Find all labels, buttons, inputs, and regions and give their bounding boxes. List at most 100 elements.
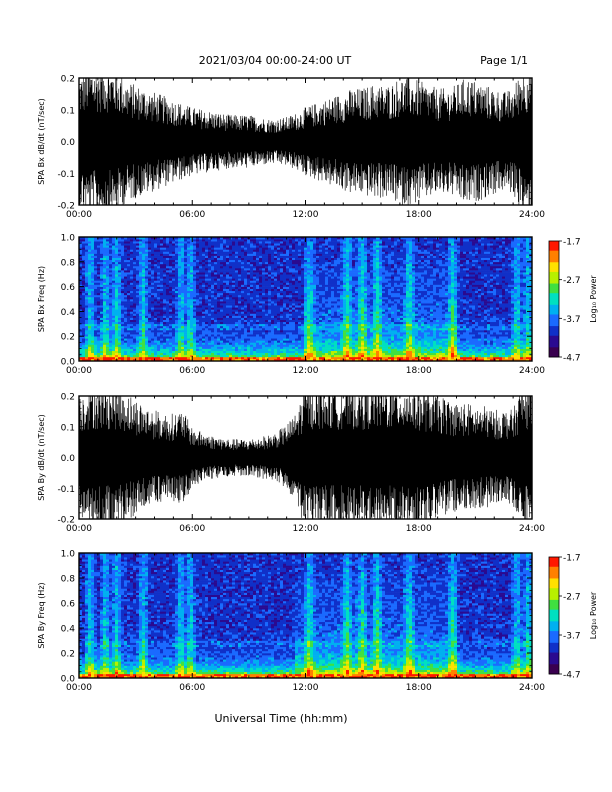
spectrogram-cell — [253, 272, 256, 274]
spectrogram-cell — [115, 353, 118, 355]
spectrogram-cell — [259, 307, 262, 309]
spectrogram-cell — [172, 313, 175, 315]
spectrogram-cell — [196, 344, 199, 346]
spectrogram-cell — [265, 307, 268, 309]
spectrogram-cell — [88, 324, 91, 326]
spectrogram-cell — [121, 241, 124, 243]
spectrogram-cell — [265, 347, 268, 349]
spectrogram-cell — [205, 245, 208, 247]
spectrogram-cell — [202, 347, 205, 349]
spectrogram-cell — [256, 326, 259, 328]
spectrogram-cell — [316, 307, 319, 309]
spectrogram-cell — [241, 247, 244, 249]
spectrogram-cell — [118, 260, 121, 262]
spectrogram-cell — [274, 303, 277, 305]
spectrogram-cell — [313, 256, 316, 258]
spectrogram-cell — [169, 285, 172, 287]
spectrogram-cell — [127, 313, 130, 315]
spectrogram-cell — [202, 299, 205, 301]
spectrogram-cell — [232, 256, 235, 258]
panel-1: 00:00 06:00 12:00 18:00 24:00-0.2-0.10.00.10… — [37, 66, 545, 220]
spectrogram-cell — [184, 322, 187, 324]
spectrogram-cell — [115, 251, 118, 253]
spectrogram-cell — [142, 338, 145, 340]
spectrogram-cell — [124, 357, 127, 359]
spectrogram-cell — [193, 297, 196, 299]
spectrogram-cell — [241, 268, 244, 270]
spectrogram-cell — [199, 247, 202, 249]
spectrogram-cell — [232, 309, 235, 311]
spectrogram-cell — [211, 264, 214, 266]
spectrogram-cell — [112, 251, 115, 253]
spectrogram-cell — [277, 353, 280, 355]
spectrogram-cell — [316, 260, 319, 262]
spectrogram-cell — [223, 338, 226, 340]
spectrogram-cell — [199, 262, 202, 264]
spectrogram-cell — [301, 313, 304, 315]
spectrogram-cell — [82, 274, 85, 276]
spectrogram-cell — [145, 272, 148, 274]
spectrogram-cell — [139, 280, 142, 282]
spectrogram-cell — [100, 316, 103, 318]
spectrogram-cell — [292, 282, 295, 284]
spectrogram-cell — [271, 299, 274, 301]
spectrogram-cell — [217, 307, 220, 309]
spectrogram-cell — [283, 299, 286, 301]
spectrogram-cell — [238, 330, 241, 332]
spectrogram-cell — [178, 276, 181, 278]
spectrogram-cell — [235, 291, 238, 293]
spectrogram-cell — [268, 293, 271, 295]
spectrogram-cell — [157, 326, 160, 328]
spectrogram-cell — [91, 249, 94, 251]
spectrogram-cell — [160, 318, 163, 320]
spectrogram-cell — [121, 351, 124, 353]
spectrogram-cell — [142, 287, 145, 289]
spectrogram-cell — [217, 311, 220, 313]
spectrogram-cell — [133, 340, 136, 342]
spectrogram-cell — [133, 287, 136, 289]
spectrogram-cell — [169, 243, 172, 245]
spectrogram-cell — [229, 318, 232, 320]
spectrogram-cell — [163, 243, 166, 245]
spectrogram-cell — [103, 305, 106, 307]
spectrogram-cell — [94, 247, 97, 249]
spectrogram-cell — [319, 258, 322, 260]
spectrogram-cell — [121, 276, 124, 278]
spectrogram-cell — [154, 309, 157, 311]
spectrogram-cell — [238, 285, 241, 287]
spectrogram-cell — [163, 251, 166, 253]
spectrogram-cell — [91, 264, 94, 266]
spectrogram-cell — [268, 332, 271, 334]
spectrogram-cell — [238, 301, 241, 303]
spectrogram-cell — [244, 307, 247, 309]
spectrogram-cell — [142, 285, 145, 287]
spectrogram-cell — [154, 336, 157, 338]
spectrogram-cell — [115, 318, 118, 320]
spectrogram-cell — [250, 276, 253, 278]
spectrogram-cell — [196, 295, 199, 297]
spectrogram-cell — [142, 324, 145, 326]
spectrogram-cell — [301, 270, 304, 272]
spectrogram-cell — [268, 262, 271, 264]
spectrogram-cell — [115, 241, 118, 243]
spectrogram-cell — [112, 336, 115, 338]
spectrogram-cell — [229, 243, 232, 245]
spectrogram-cell — [217, 276, 220, 278]
spectrogram-cell — [232, 320, 235, 322]
spectrogram-cell — [169, 251, 172, 253]
spectrogram-cell — [154, 272, 157, 274]
spectrogram-cell — [226, 293, 229, 295]
spectrogram-cell — [265, 353, 268, 355]
spectrogram-cell — [121, 311, 124, 313]
spectrogram-cell — [232, 344, 235, 346]
spectrogram-cell — [127, 318, 130, 320]
spectrogram-cell — [268, 351, 271, 353]
spectrogram-cell — [229, 249, 232, 251]
spectrogram-cell — [166, 340, 169, 342]
spectrogram-cell — [304, 254, 307, 256]
spectrogram-cell — [187, 326, 190, 328]
spectrogram-cell — [310, 268, 313, 270]
spectrogram-cell — [295, 334, 298, 336]
spectrogram-cell — [202, 295, 205, 297]
spectrogram-cell — [172, 318, 175, 320]
